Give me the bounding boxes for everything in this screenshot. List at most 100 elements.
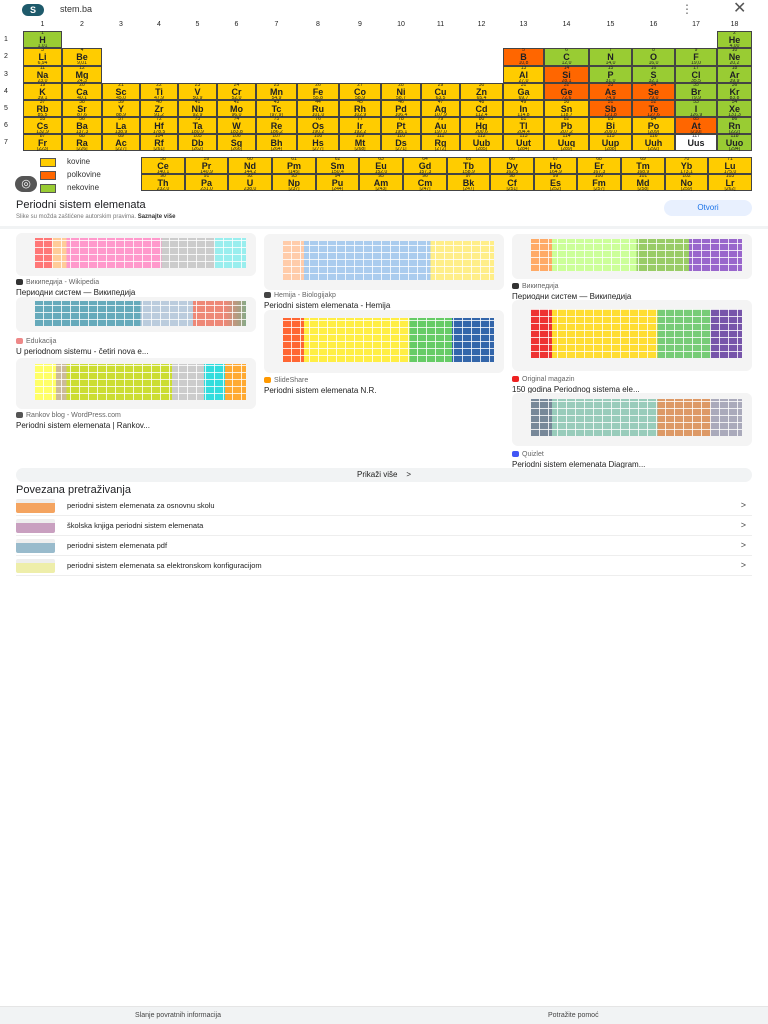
related-search-item[interactable]: periodni sistem elemenata sa elektronsko… [16, 557, 752, 576]
open-button[interactable]: Otvori [664, 200, 752, 216]
related-image-source[interactable]: Edukacija [16, 338, 56, 346]
element-cell[interactable]: 61 Pm [145] [272, 157, 316, 174]
related-image-source[interactable]: Original magazin [512, 376, 575, 384]
element-cell[interactable]: 26 Fe 55,8 [297, 83, 339, 100]
element-cell[interactable]: 95 Am [243] [359, 174, 403, 191]
related-image-thumbnail[interactable] [16, 233, 256, 276]
element-cell[interactable]: 52 Te 127,6 [632, 100, 675, 117]
element-cell[interactable]: 55 Cs 132,9 [23, 117, 62, 134]
related-image-title[interactable]: Periodni sistem elemenata N.R. [264, 386, 377, 395]
element-cell[interactable]: 10 Ne 20,2 [717, 48, 752, 66]
element-cell[interactable]: 24 Cr 52,0 [217, 83, 256, 100]
element-cell[interactable]: 33 As 74,9 [589, 83, 632, 100]
element-cell[interactable]: 19 K 39,1 [23, 83, 62, 100]
related-image-thumbnail[interactable] [512, 234, 752, 279]
element-cell[interactable]: 2 He 4,00 [717, 31, 752, 48]
element-cell[interactable]: 31 Ga 69,7 [503, 83, 544, 100]
element-cell[interactable]: 109 Mt [268] [339, 134, 381, 151]
element-cell[interactable]: 73 Ta 180,9 [178, 117, 217, 134]
element-cell[interactable]: 32 Ge 72,6 [544, 83, 589, 100]
related-image-title[interactable]: Periodni sistem elemenata | Rankov... [16, 421, 150, 430]
element-cell[interactable]: 30 Zn 65,4 [460, 83, 503, 100]
element-cell[interactable]: 104 Rf [261] [140, 134, 178, 151]
element-cell[interactable]: 98 Cf [251] [490, 174, 534, 191]
related-image-title[interactable]: Periodni sistem elemenata - Hemija [264, 301, 391, 310]
element-cell[interactable]: 17 Cl 35,5 [675, 66, 717, 83]
related-image-source[interactable]: Quizlet [512, 451, 544, 459]
element-cell[interactable]: 18 Ar 39,9 [717, 66, 752, 83]
related-image-source[interactable]: Википедија - Wikipedia [16, 279, 99, 287]
element-cell[interactable]: 102 No [259] [665, 174, 708, 191]
element-cell[interactable]: 69 Tm 168,9 [621, 157, 665, 174]
element-cell[interactable]: 11 Na 23,0 [23, 66, 62, 83]
element-cell[interactable]: 79 Au 197,0 [421, 117, 460, 134]
element-cell[interactable]: 117 Uus [675, 134, 717, 151]
element-cell[interactable]: 39 Y 88,9 [102, 100, 140, 117]
element-cell[interactable]: 81 Tl 204,4 [503, 117, 544, 134]
related-image-title[interactable]: Periodni sistem elemenata Diagram... [512, 460, 646, 469]
related-image-source[interactable]: Hemija - Biologijakp [264, 292, 336, 300]
related-image-source[interactable]: Википедија [512, 283, 559, 291]
element-cell[interactable]: 89 Ac [227] [102, 134, 140, 151]
element-cell[interactable]: 45 Rh 102,9 [339, 100, 381, 117]
element-cell[interactable]: 60 Nd 144,2 [228, 157, 272, 174]
more-vert-icon[interactable]: ⋮ [681, 2, 693, 16]
element-cell[interactable]: 40 Zr 91,2 [140, 100, 178, 117]
element-cell[interactable]: 15 P 31,0 [589, 66, 632, 83]
element-cell[interactable]: 9 F 19,0 [675, 48, 717, 66]
element-cell[interactable]: 13 Al 27,0 [503, 66, 544, 83]
element-cell[interactable]: 82 Pb 207,2 [544, 117, 589, 134]
show-more-button[interactable]: Prikaži više > [16, 468, 752, 482]
help-link[interactable]: Potražite pomoć [548, 1012, 599, 1019]
lens-icon[interactable]: ◎ [15, 176, 37, 192]
element-cell[interactable]: 84 Po [209] [632, 117, 675, 134]
element-cell[interactable]: 6 C 12,0 [544, 48, 589, 66]
element-cell[interactable]: 105 Db [262] [178, 134, 217, 151]
element-cell[interactable]: 78 Pt 195,1 [381, 117, 421, 134]
element-cell[interactable]: 100 Fm [257] [577, 174, 621, 191]
element-cell[interactable]: 111 Rg [272] [421, 134, 460, 151]
element-cell[interactable]: 12 Mg 24,3 [62, 66, 102, 83]
element-cell[interactable]: 44 Ru 101,0 [297, 100, 339, 117]
element-cell[interactable]: 91 Pa 231,0 [185, 174, 228, 191]
related-image-title[interactable]: U periodnom sistemu - četiri nova e... [16, 347, 149, 356]
element-cell[interactable]: 5 B 10,8 [503, 48, 544, 66]
element-cell[interactable]: 53 I 126,9 [675, 100, 717, 117]
element-cell[interactable]: 22 Ti 47,9 [140, 83, 178, 100]
element-cell[interactable]: 115 Uup [288] [589, 134, 632, 151]
element-cell[interactable]: 71 Lu 175,0 [708, 157, 752, 174]
element-cell[interactable]: 106 Sg [266] [217, 134, 256, 151]
element-cell[interactable]: 96 Cm [247] [403, 174, 447, 191]
element-cell[interactable]: 88 Ra [226] [62, 134, 102, 151]
element-cell[interactable]: 50 Sn 118,7 [544, 100, 589, 117]
element-cell[interactable]: 58 Ce 140,1 [141, 157, 185, 174]
element-cell[interactable]: 14 Si 28,1 [544, 66, 589, 83]
feedback-link[interactable]: Slanje povratnih informacija [135, 1012, 221, 1019]
related-image-title[interactable]: Периодни систем — Википедија [512, 292, 632, 301]
element-cell[interactable]: 74 W 183,8 [217, 117, 256, 134]
element-cell[interactable]: 49 In 114,8 [503, 100, 544, 117]
related-image-thumbnail[interactable] [512, 393, 752, 446]
element-cell[interactable]: 57 La 138,9 [102, 117, 140, 134]
close-icon[interactable]: ✕ [733, 0, 747, 17]
related-search-item[interactable]: periodni sistem elemenata za osnovnu sko… [16, 497, 752, 516]
element-cell[interactable]: 56 Ba 137,3 [62, 117, 102, 134]
element-cell[interactable]: 108 Hs [277] [297, 134, 339, 151]
element-cell[interactable]: 85 At [210] [675, 117, 717, 134]
element-cell[interactable]: 114 Uuq [289] [544, 134, 589, 151]
element-cell[interactable]: 27 Co 58,9 [339, 83, 381, 100]
element-cell[interactable]: 7 N 14,0 [589, 48, 632, 66]
element-cell[interactable]: 20 Ca 40,1 [62, 83, 102, 100]
element-cell[interactable]: 86 Rn [222] [717, 117, 752, 134]
element-cell[interactable]: 51 Sb 121,8 [589, 100, 632, 117]
element-cell[interactable]: 101 Md [258] [621, 174, 665, 191]
element-cell[interactable]: 47 Ag 107,9 [421, 100, 460, 117]
related-search-item[interactable]: školska knjiga periodni sistem elemenata… [16, 517, 752, 536]
element-cell[interactable]: 103 Lr [262] [708, 174, 752, 191]
element-cell[interactable]: 65 Tb 158,9 [447, 157, 490, 174]
element-cell[interactable]: 80 Hg 200,6 [460, 117, 503, 134]
element-cell[interactable]: 113 Uut [284] [503, 134, 544, 151]
element-cell[interactable]: 67 Ho 164,9 [534, 157, 577, 174]
element-cell[interactable]: 90 Th 232,0 [141, 174, 185, 191]
element-cell[interactable]: 112 Uub [285] [460, 134, 503, 151]
